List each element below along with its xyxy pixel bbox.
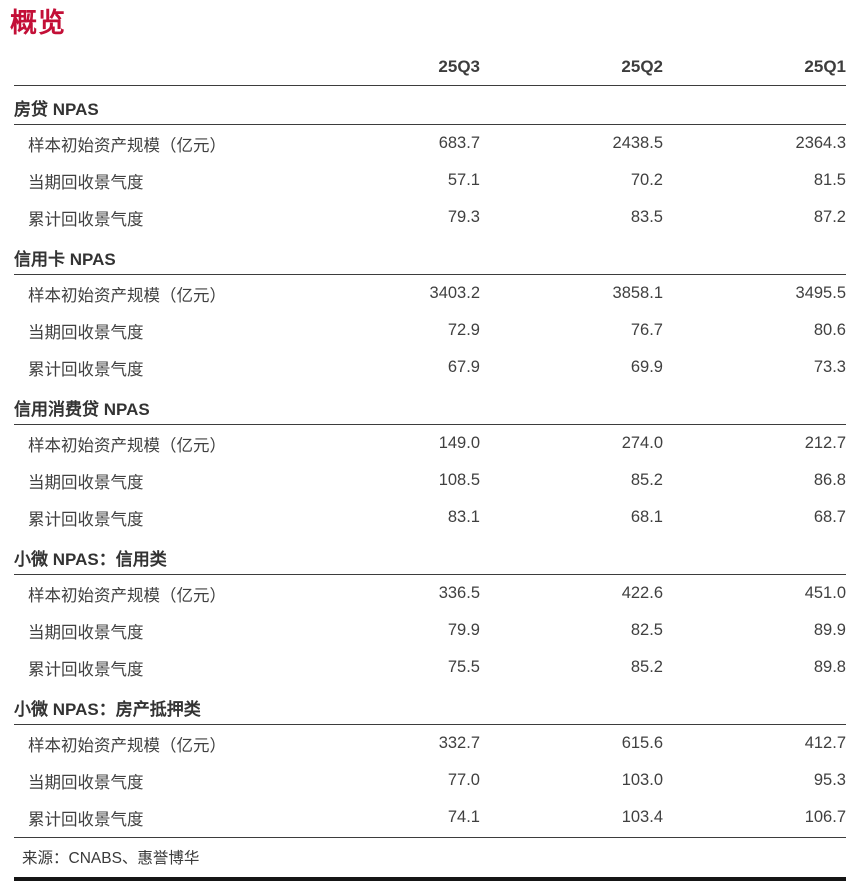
- cell-value-25q1: 73.3: [813, 358, 846, 376]
- row-label: 当期回收景气度: [28, 473, 144, 492]
- cell-value-25q3: 83.1: [447, 508, 480, 526]
- column-header-25q2: 25Q2: [621, 57, 663, 76]
- section-header: 房贷 NPAS: [14, 98, 846, 125]
- table-sections-container: 房贷 NPAS 样本初始资产规模（亿元） 683.7 2438.5 2364.3…: [14, 98, 846, 836]
- table-row: 当期回收景气度 57.1 70.2 81.5: [14, 162, 846, 199]
- table-section: 小微 NPAS：房产抵押类 样本初始资产规模（亿元） 332.7 615.6 4…: [14, 698, 846, 836]
- table-section: 信用卡 NPAS 样本初始资产规模（亿元） 3403.2 3858.1 3495…: [14, 248, 846, 386]
- row-label: 当期回收景气度: [28, 173, 144, 192]
- section-rows: 样本初始资产规模（亿元） 683.7 2438.5 2364.3 当期回收景气度…: [14, 125, 846, 236]
- section-header: 小微 NPAS：房产抵押类: [14, 698, 846, 725]
- row-label: 样本初始资产规模（亿元）: [28, 136, 226, 155]
- table-row: 样本初始资产规模（亿元） 683.7 2438.5 2364.3: [14, 125, 846, 162]
- table-row: 累计回收景气度 74.1 103.4 106.7: [14, 799, 846, 836]
- row-label: 样本初始资产规模（亿元）: [28, 286, 226, 305]
- table-row: 累计回收景气度 67.9 69.9 73.3: [14, 349, 846, 386]
- cell-value-25q3: 332.7: [438, 734, 480, 752]
- section-rows: 样本初始资产规模（亿元） 3403.2 3858.1 3495.5 当期回收景气…: [14, 275, 846, 386]
- section-header: 信用消费贷 NPAS: [14, 398, 846, 425]
- row-label: 当期回收景气度: [28, 623, 144, 642]
- cell-value-25q1: 3495.5: [795, 284, 846, 302]
- cell-value-25q3: 57.1: [447, 171, 480, 189]
- row-label: 累计回收景气度: [28, 360, 144, 379]
- cell-value-25q2: 69.9: [630, 358, 663, 376]
- cell-value-25q2: 85.2: [630, 471, 663, 489]
- cell-value-25q2: 82.5: [630, 621, 663, 639]
- table-row: 累计回收景气度 83.1 68.1 68.7: [14, 499, 846, 536]
- table-row: 当期回收景气度 77.0 103.0 95.3: [14, 762, 846, 799]
- section-rows: 样本初始资产规模（亿元） 336.5 422.6 451.0 当期回收景气度 7…: [14, 575, 846, 686]
- cell-value-25q1: 89.9: [813, 621, 846, 639]
- row-label: 当期回收景气度: [28, 773, 144, 792]
- cell-value-25q3: 79.3: [447, 208, 480, 226]
- cell-value-25q1: 68.7: [813, 508, 846, 526]
- table-column-header-row: 25Q3 25Q2 25Q1: [14, 42, 846, 86]
- table-row: 当期回收景气度 108.5 85.2 86.8: [14, 462, 846, 499]
- section-header: 小微 NPAS：信用类: [14, 548, 846, 575]
- section-rows: 样本初始资产规模（亿元） 332.7 615.6 412.7 当期回收景气度 7…: [14, 725, 846, 836]
- cell-value-25q3: 79.9: [447, 621, 480, 639]
- row-label: 累计回收景气度: [28, 810, 144, 829]
- table-section: 房贷 NPAS 样本初始资产规模（亿元） 683.7 2438.5 2364.3…: [14, 98, 846, 236]
- cell-value-25q2: 85.2: [630, 658, 663, 676]
- cell-value-25q1: 81.5: [813, 171, 846, 189]
- table-row: 当期回收景气度 79.9 82.5 89.9: [14, 612, 846, 649]
- cell-value-25q3: 336.5: [438, 584, 480, 602]
- row-label: 当期回收景气度: [28, 323, 144, 342]
- cell-value-25q1: 451.0: [804, 584, 846, 602]
- row-label: 样本初始资产规模（亿元）: [28, 436, 226, 455]
- cell-value-25q2: 83.5: [630, 208, 663, 226]
- table-section: 小微 NPAS：信用类 样本初始资产规模（亿元） 336.5 422.6 451…: [14, 548, 846, 686]
- row-label: 累计回收景气度: [28, 510, 144, 529]
- cell-value-25q1: 2364.3: [795, 134, 846, 152]
- row-label: 累计回收景气度: [28, 660, 144, 679]
- table-row: 样本初始资产规模（亿元） 332.7 615.6 412.7: [14, 725, 846, 762]
- cell-value-25q1: 95.3: [813, 771, 846, 789]
- cell-value-25q3: 77.0: [447, 771, 480, 789]
- cell-value-25q2: 103.0: [621, 771, 663, 789]
- cell-value-25q2: 615.6: [621, 734, 663, 752]
- section-header: 信用卡 NPAS: [14, 248, 846, 275]
- column-header-25q1: 25Q1: [804, 57, 846, 76]
- section-rows: 样本初始资产规模（亿元） 149.0 274.0 212.7 当期回收景气度 1…: [14, 425, 846, 536]
- table-row: 累计回收景气度 75.5 85.2 89.8: [14, 649, 846, 686]
- cell-value-25q1: 412.7: [804, 734, 846, 752]
- table-row: 样本初始资产规模（亿元） 3403.2 3858.1 3495.5: [14, 275, 846, 312]
- cell-value-25q2: 68.1: [630, 508, 663, 526]
- cell-value-25q1: 106.7: [804, 808, 846, 826]
- overview-table: 25Q3 25Q2 25Q1 房贷 NPAS 样本初始资产规模（亿元） 683.…: [14, 42, 846, 836]
- cell-value-25q2: 422.6: [621, 584, 663, 602]
- cell-value-25q3: 67.9: [447, 358, 480, 376]
- cell-value-25q2: 76.7: [630, 321, 663, 339]
- cell-value-25q1: 87.2: [813, 208, 846, 226]
- table-row: 样本初始资产规模（亿元） 336.5 422.6 451.0: [14, 575, 846, 612]
- table-section: 信用消费贷 NPAS 样本初始资产规模（亿元） 149.0 274.0 212.…: [14, 398, 846, 536]
- cell-value-25q2: 103.4: [621, 808, 663, 826]
- cell-value-25q3: 72.9: [447, 321, 480, 339]
- table-row: 当期回收景气度 72.9 76.7 80.6: [14, 312, 846, 349]
- cell-value-25q2: 2438.5: [612, 134, 663, 152]
- cell-value-25q3: 74.1: [447, 808, 480, 826]
- cell-value-25q3: 683.7: [438, 134, 480, 152]
- cell-value-25q2: 3858.1: [612, 284, 663, 302]
- cell-value-25q2: 70.2: [630, 171, 663, 189]
- table-row: 样本初始资产规模（亿元） 149.0 274.0 212.7: [14, 425, 846, 462]
- column-header-25q3: 25Q3: [438, 57, 480, 76]
- row-label: 累计回收景气度: [28, 210, 144, 229]
- cell-value-25q3: 75.5: [447, 658, 480, 676]
- row-label: 样本初始资产规模（亿元）: [28, 586, 226, 605]
- row-label: 样本初始资产规模（亿元）: [28, 736, 226, 755]
- cell-value-25q2: 274.0: [621, 434, 663, 452]
- cell-value-25q3: 149.0: [438, 434, 480, 452]
- page-title: 概览: [10, 8, 66, 38]
- table-row: 累计回收景气度 79.3 83.5 87.2: [14, 199, 846, 236]
- cell-value-25q3: 108.5: [438, 471, 480, 489]
- cell-value-25q1: 80.6: [813, 321, 846, 339]
- cell-value-25q1: 212.7: [804, 434, 846, 452]
- cell-value-25q1: 89.8: [813, 658, 846, 676]
- cell-value-25q1: 86.8: [813, 471, 846, 489]
- cell-value-25q3: 3403.2: [429, 284, 480, 302]
- source-note: 来源：CNABS、惠誉博华: [14, 837, 846, 881]
